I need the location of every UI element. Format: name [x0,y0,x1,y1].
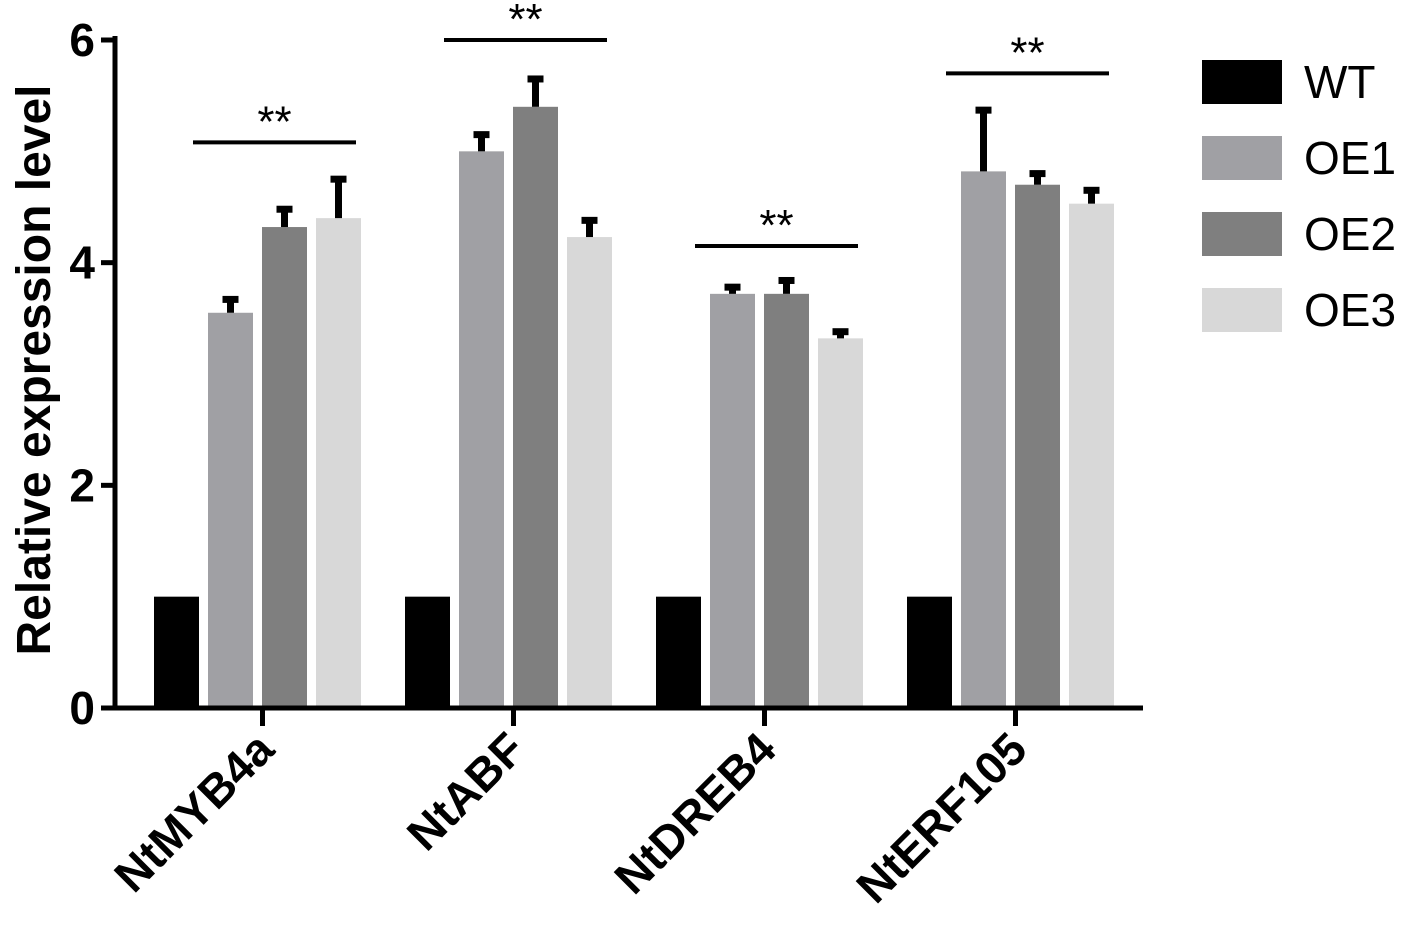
y-axis-label: Relative expression level [8,85,61,656]
bars-layer [154,106,1114,709]
y-tick-label-4: 4 [69,237,95,289]
significance-label-NtABF: ** [508,0,542,44]
bar-NtERF105-OE2 [1015,184,1060,708]
bar-NtDREB4-OE3 [818,338,863,708]
x-tick-label-NtERF105: NtERF105 [846,722,1036,912]
significance-label-NtERF105: ** [1010,28,1044,77]
bar-NtDREB4-WT [656,596,701,708]
error-bars-layer [222,75,1100,339]
y-tick-label-2: 2 [69,459,95,511]
legend-label-OE1: OE1 [1304,132,1396,184]
legend-label-WT: WT [1304,56,1376,108]
bar-NtABF-OE1 [459,151,504,709]
bar-NtMYB4a-OE3 [316,218,361,708]
legend-swatch-OE3 [1202,288,1282,332]
legend-item-OE3: OE3 [1202,284,1396,336]
y-tick-label-6: 6 [69,14,95,66]
x-tick-label-NtABF: NtABF [397,722,535,860]
legend-label-OE3: OE3 [1304,284,1396,336]
error-bar-NtMYB4a-OE2 [276,205,293,228]
significance-layer: ** ** ** ** [193,0,1109,250]
error-bar-NtERF105-OE2 [1029,170,1046,185]
error-bar-NtERF105-OE1 [975,106,992,172]
significance-label-NtMYB4a: ** [257,97,291,146]
legend-label-OE2: OE2 [1304,208,1396,260]
bar-NtABF-WT [405,596,450,708]
bar-NtABF-OE3 [567,237,612,708]
legend-item-OE1: OE1 [1202,132,1396,184]
error-bar-NtABF-OE3 [581,216,598,238]
legend-item-OE2: OE2 [1202,208,1396,260]
bar-NtDREB4-OE2 [764,293,809,708]
error-bar-NtERF105-OE3 [1083,186,1100,204]
legend-item-WT: WT [1202,56,1376,108]
error-bar-NtDREB4-OE3 [832,328,849,339]
bar-NtDREB4-OE1 [710,293,755,708]
error-bar-NtMYB4a-OE1 [222,295,239,313]
error-bar-NtABF-OE1 [473,131,490,152]
legend-swatch-OE2 [1202,212,1282,256]
legend-swatch-WT [1202,60,1282,104]
bar-NtMYB4a-OE1 [208,312,253,708]
bar-NtERF105-OE1 [961,171,1006,708]
bar-NtMYB4a-OE2 [262,227,307,709]
bar-NtERF105-OE3 [1069,203,1114,708]
significance-label-NtDREB4: ** [759,201,793,250]
error-bar-NtABF-OE2 [527,75,544,107]
error-bar-NtDREB4-OE1 [724,283,741,294]
legend-swatch-OE1 [1202,136,1282,180]
error-bar-NtDREB4-OE2 [778,276,795,294]
x-tick-label-NtMYB4a: NtMYB4a [104,722,284,902]
x-tick-label-NtDREB4: NtDREB4 [604,722,786,904]
bar-NtMYB4a-WT [154,596,199,708]
error-bar-NtMYB4a-OE3 [330,175,347,219]
bar-NtERF105-WT [907,596,952,708]
bar-NtABF-OE2 [513,106,558,709]
legend: WT OE1 OE2 OE3 [1202,56,1396,336]
y-tick-label-0: 0 [69,682,95,734]
